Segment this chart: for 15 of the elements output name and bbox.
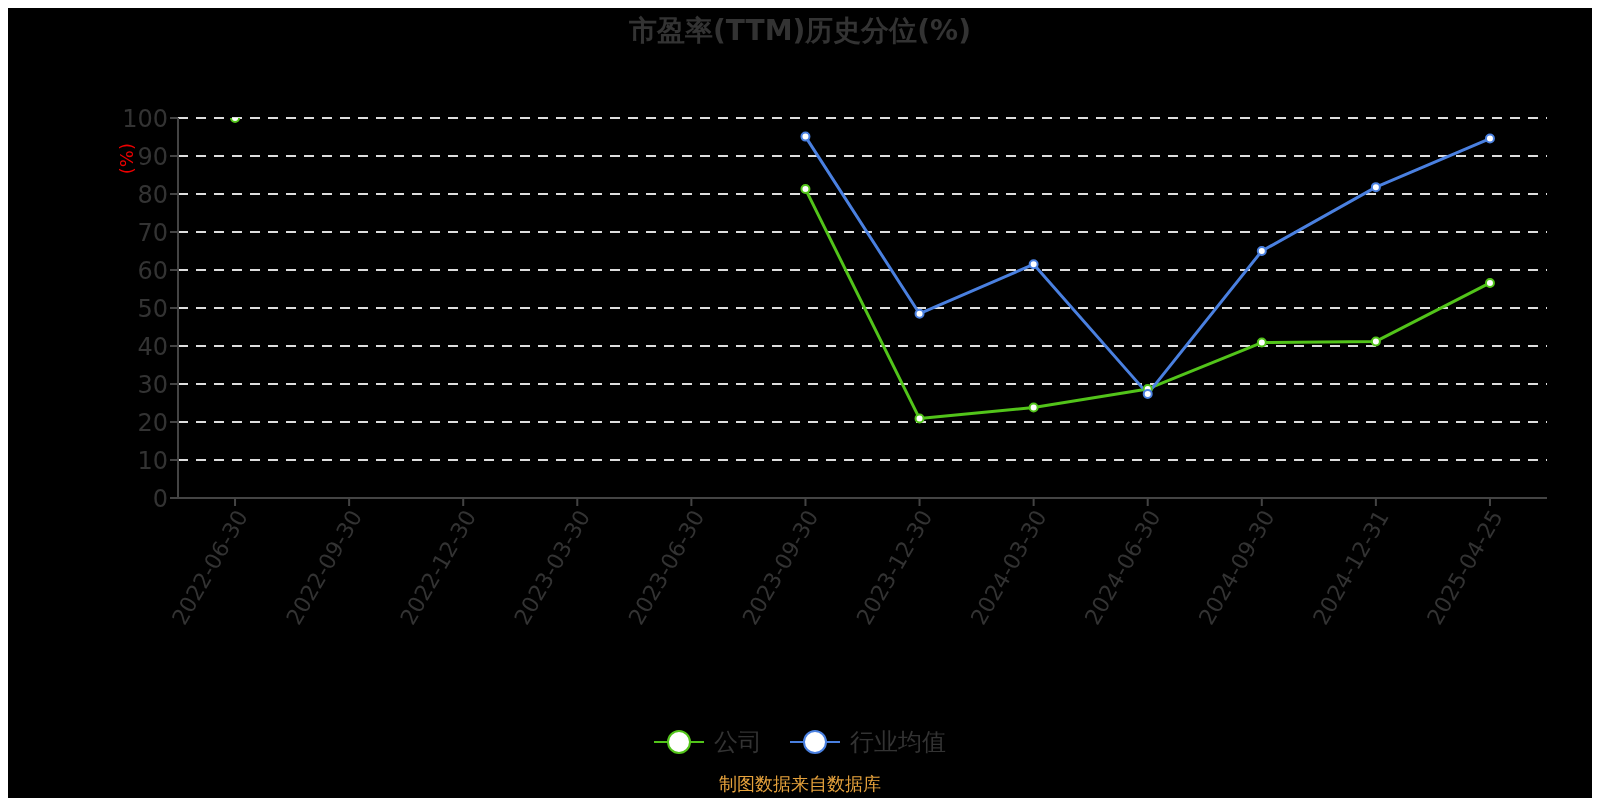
- point: [1028, 402, 1039, 413]
- y-axis-title: (%): [115, 143, 137, 175]
- point: [1484, 133, 1495, 144]
- point: [1256, 246, 1267, 256]
- point: [914, 413, 925, 424]
- point: [914, 308, 925, 319]
- point: [1028, 259, 1039, 270]
- text: 制图数据来自数据库: [718, 772, 882, 796]
- point: [800, 131, 811, 142]
- point: [1370, 336, 1381, 347]
- point: [1370, 182, 1381, 193]
- point: [1484, 277, 1495, 288]
- point: [1256, 337, 1267, 348]
- point: [800, 184, 811, 195]
- point: [1142, 388, 1153, 399]
